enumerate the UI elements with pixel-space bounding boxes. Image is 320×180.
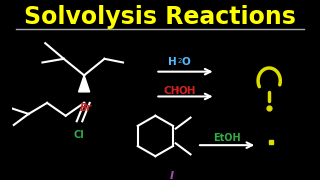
Text: 3: 3: [175, 87, 179, 93]
Text: OH: OH: [179, 86, 196, 96]
Text: O: O: [181, 57, 190, 68]
Text: Br: Br: [80, 103, 92, 113]
Text: I: I: [170, 171, 174, 180]
Text: H: H: [168, 57, 177, 68]
Text: Cl: Cl: [73, 130, 84, 140]
Text: 2: 2: [178, 58, 182, 64]
Text: Solvolysis Reactions: Solvolysis Reactions: [24, 4, 296, 29]
Text: EtOH: EtOH: [213, 133, 240, 143]
Polygon shape: [79, 75, 90, 92]
Text: CH: CH: [164, 86, 180, 96]
